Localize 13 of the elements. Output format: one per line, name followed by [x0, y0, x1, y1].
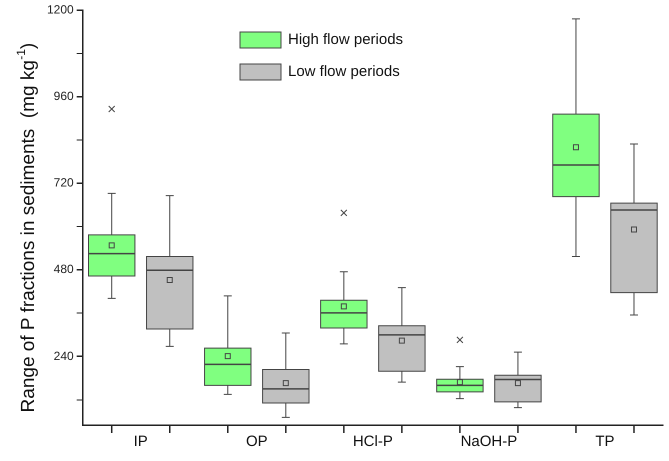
x-tick-label: HCl-P — [352, 433, 393, 450]
y-tick-label: 480 — [54, 262, 74, 276]
y-tick-label: 240 — [54, 348, 74, 363]
y-axis-title: Range of P fractions in sediments (mg kg-1) — [14, 42, 39, 412]
x-tick-label: TP — [595, 433, 615, 450]
y-tick-label: 1200 — [46, 2, 74, 17]
x-tick-label: OP — [246, 433, 268, 450]
legend-label: High flow periods — [288, 31, 404, 48]
x-tick-label: NaOH-P — [460, 433, 518, 450]
y-tick-label: 960 — [54, 89, 74, 104]
legend-label: Low flow periods — [288, 63, 400, 80]
x-tick-label: IP — [134, 433, 148, 450]
y-tick-label: 720 — [54, 176, 74, 190]
